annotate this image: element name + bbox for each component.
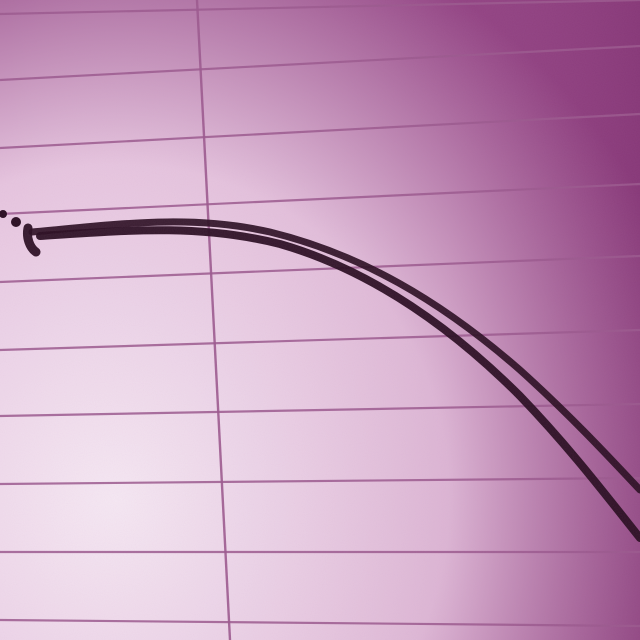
film-grain [0, 0, 640, 640]
ruled-paper-photo [0, 0, 640, 640]
paper-sheet [0, 0, 640, 640]
